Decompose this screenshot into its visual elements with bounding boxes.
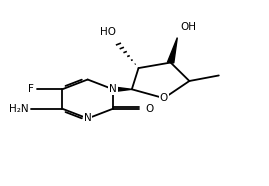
Polygon shape (113, 87, 132, 92)
Text: F: F (28, 84, 34, 94)
Text: OH: OH (180, 22, 196, 32)
Text: H₂N: H₂N (9, 104, 28, 114)
Text: O: O (146, 104, 154, 114)
Polygon shape (168, 38, 177, 63)
Text: HO: HO (100, 27, 116, 37)
Text: N: N (109, 84, 117, 94)
Text: O: O (160, 93, 168, 103)
Text: N: N (84, 113, 91, 124)
